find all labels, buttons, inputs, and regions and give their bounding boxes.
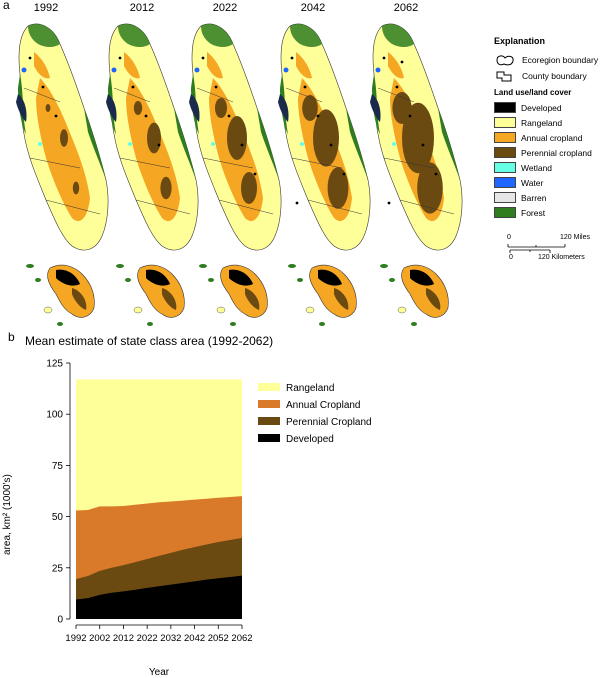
legend-class-row: Perennial cropland xyxy=(494,145,598,160)
legend-swatch xyxy=(494,147,516,158)
scale-miles-zero: 0 xyxy=(507,234,511,241)
land-cover-map xyxy=(370,23,463,326)
legend-swatch xyxy=(258,383,280,391)
scale-km-zero: 0 xyxy=(509,254,513,261)
map-year-label: 2042 xyxy=(300,2,326,14)
legend-county-row: County boundary xyxy=(494,68,598,84)
legend-class-label: Wetland xyxy=(521,162,553,173)
legend-class-label: Annual cropland xyxy=(521,132,583,143)
x-tick-label: 1992 xyxy=(65,633,86,644)
legend-class-row: Annual cropland xyxy=(494,130,598,145)
legend-county-label: County boundary xyxy=(522,71,587,81)
x-tick-label: 2012 xyxy=(113,633,134,644)
legend-swatch xyxy=(494,192,516,203)
legend-class-row: Developed xyxy=(494,100,598,115)
land-cover-map xyxy=(278,23,371,326)
legend-class-row: Forest xyxy=(494,205,598,220)
y-tick-label: 50 xyxy=(52,512,64,523)
chart-title: Mean estimate of state class area (1992-… xyxy=(25,334,274,348)
legend-label: Annual Cropland xyxy=(286,400,361,411)
legend-swatch xyxy=(494,207,516,218)
land-cover-title: Land use/land cover xyxy=(494,88,572,97)
map-year-label: 2062 xyxy=(393,2,419,14)
y-tick-label: 0 xyxy=(57,615,63,626)
legend-class-row: Water xyxy=(494,175,598,190)
legend-class-label: Developed xyxy=(521,102,562,113)
legend-swatch xyxy=(494,162,516,173)
legend-ecoregion-row: Ecoregion boundary xyxy=(494,52,598,68)
x-axis-label: Year xyxy=(149,667,170,678)
land-cover-map xyxy=(189,23,282,326)
x-tick-label: 2022 xyxy=(137,633,158,644)
legend-class-row: Barren xyxy=(494,190,598,205)
legend-class-label: Rangeland xyxy=(521,117,563,128)
map-legend: Explanation Ecoregion boundary County bo… xyxy=(494,36,598,220)
x-tick-label: 2042 xyxy=(184,633,205,644)
legend-class-row: Rangeland xyxy=(494,115,598,130)
y-tick-label: 25 xyxy=(52,563,64,574)
legend-class-row: Wetland xyxy=(494,160,598,175)
legend-swatch xyxy=(258,417,280,425)
map-year-label: 2012 xyxy=(129,2,155,14)
x-tick-label: 2002 xyxy=(89,633,110,644)
legend-label: Developed xyxy=(286,434,334,445)
legend-class-label: Forest xyxy=(521,207,546,218)
y-tick-label: 125 xyxy=(46,359,63,370)
x-tick-label: 2032 xyxy=(160,633,181,644)
legend-swatch xyxy=(494,132,516,143)
legend-label: Rangeland xyxy=(286,383,334,394)
y-tick-label: 75 xyxy=(52,461,64,472)
land-cover-map xyxy=(106,23,199,326)
legend-swatch xyxy=(258,434,280,442)
county-outline-icon xyxy=(496,71,512,82)
legend-swatch xyxy=(258,400,280,408)
legend-class-label: Perennial cropland xyxy=(521,147,592,158)
y-tick-label: 100 xyxy=(46,410,63,421)
panel-a-label: a xyxy=(3,0,10,12)
area-series-developed xyxy=(76,575,242,619)
legend-swatch xyxy=(494,177,516,188)
legend-ecoregion-label: Ecoregion boundary xyxy=(522,55,599,65)
y-axis-label: area, km² (1000's) xyxy=(2,474,13,555)
scale-miles-label: 120 Miles xyxy=(560,234,590,241)
map-year-label: 1992 xyxy=(33,2,59,14)
ecoregion-outline-icon xyxy=(496,55,514,66)
land-cover-map xyxy=(16,23,109,326)
legend-label: Perennial Cropland xyxy=(286,417,372,428)
scale-bar-graphic xyxy=(507,244,566,253)
panel-b-label: b xyxy=(8,330,15,344)
legend-swatch xyxy=(494,117,516,128)
legend-swatch xyxy=(494,102,516,113)
legend-title: Explanation xyxy=(494,36,546,46)
legend-class-label: Barren xyxy=(521,192,547,203)
x-tick-label: 2062 xyxy=(231,633,252,644)
map-year-label: 2022 xyxy=(212,2,238,14)
scale-km-label: 120 Kilometers xyxy=(538,254,585,261)
x-tick-label: 2052 xyxy=(208,633,229,644)
stacked-area-chart: 0 25 50 75 100 125 1992 2002 2012 2022 2032 2042 205… xyxy=(46,359,372,678)
legend-class-label: Water xyxy=(521,177,544,188)
